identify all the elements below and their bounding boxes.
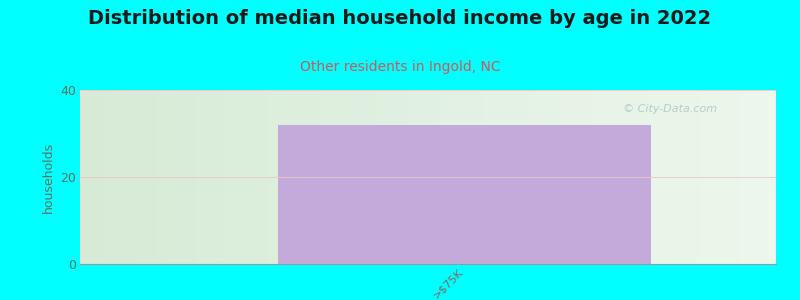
Text: © City-Data.com: © City-Data.com [623,104,717,114]
Text: Other residents in Ingold, NC: Other residents in Ingold, NC [300,60,500,74]
Text: Distribution of median household income by age in 2022: Distribution of median household income … [89,9,711,28]
Y-axis label: households: households [42,141,54,213]
Bar [278,125,650,264]
